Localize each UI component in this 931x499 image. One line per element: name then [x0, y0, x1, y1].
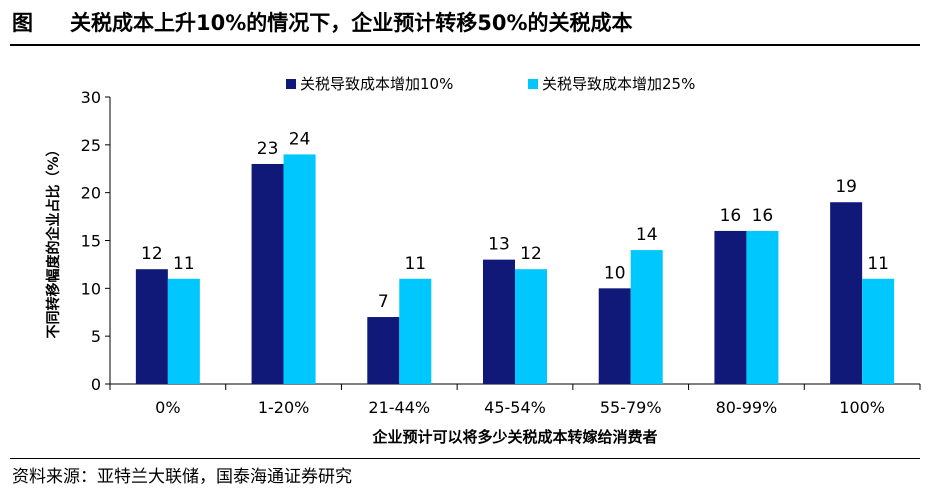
title-divider	[10, 44, 920, 46]
chart-title-block: 图 关税成本上升10%的情况下，企业预计转移50%的关税成本	[12, 6, 633, 40]
x-axis-title: 企业预计可以将多少关税成本转嫁给消费者	[371, 428, 657, 446]
figure-label: 图	[12, 11, 33, 35]
legend-swatch-series-2	[528, 79, 538, 89]
bar-series-2	[167, 278, 200, 384]
x-tick-label: 21-44%	[368, 398, 430, 417]
source-divider	[10, 458, 920, 459]
x-tick-label: 1-20%	[258, 398, 310, 417]
bar-series-2	[746, 230, 779, 384]
y-tick-label: 20	[81, 184, 101, 203]
data-label-series-2: 11	[867, 254, 889, 274]
bar-series-1	[367, 317, 400, 384]
bar-series-1	[135, 269, 168, 384]
data-label-series-2: 24	[289, 129, 311, 149]
y-tick-label: 25	[81, 136, 101, 155]
chart-title: 关税成本上升10%的情况下，企业预计转移50%的关税成本	[70, 11, 633, 35]
bar-chart: 0 5 10 15 20 25 30 12 11 0% 23 24 1-20% 7 11 21-44% 13 12…	[45, 75, 921, 446]
data-label-series-2: 11	[173, 254, 195, 274]
data-label-series-2: 12	[520, 244, 542, 264]
data-label-series-1: 12	[141, 244, 163, 264]
source-note: 资料来源：亚特兰大联储，国泰海通证券研究	[12, 467, 352, 487]
y-axis-title: 不同转移幅度的企业占比（%）	[45, 142, 62, 338]
y-tick-label: 5	[91, 327, 101, 346]
y-tick-label: 10	[81, 279, 101, 298]
bar-series-2	[630, 250, 663, 384]
bar-series-2	[399, 278, 432, 384]
legend-swatch-series-1	[286, 79, 296, 89]
data-label-series-2: 14	[636, 225, 658, 245]
y-tick-label: 30	[81, 88, 101, 107]
data-label-series-2: 11	[404, 254, 426, 274]
bar-series-1	[830, 202, 863, 384]
x-tick-label: 55-79%	[600, 398, 662, 417]
bar-series-1	[598, 288, 631, 384]
x-tick-label: 100%	[839, 398, 885, 417]
bar-series-1	[483, 259, 515, 384]
legend-label-series-1: 关税导致成本增加10%	[300, 75, 453, 93]
y-tick-label: 15	[81, 232, 101, 251]
x-tick-label: 0%	[155, 398, 180, 417]
bar-series-2	[515, 269, 547, 384]
bar-series-1	[714, 230, 747, 384]
data-label-series-1: 10	[604, 263, 626, 283]
bar-series-2	[862, 278, 895, 384]
bar-series-2	[283, 154, 316, 384]
data-label-series-1: 19	[835, 177, 857, 197]
data-label-series-2: 16	[752, 206, 774, 226]
bar-series-1	[251, 163, 284, 384]
data-label-series-1: 13	[488, 235, 510, 255]
x-tick-label: 45-54%	[484, 398, 546, 417]
y-tick-label: 0	[91, 375, 101, 394]
data-label-series-1: 16	[720, 206, 742, 226]
data-label-series-1: 7	[378, 292, 389, 312]
x-tick-label: 80-99%	[716, 398, 778, 417]
data-label-series-1: 23	[257, 139, 279, 159]
legend-label-series-2: 关税导致成本增加25%	[542, 75, 695, 93]
